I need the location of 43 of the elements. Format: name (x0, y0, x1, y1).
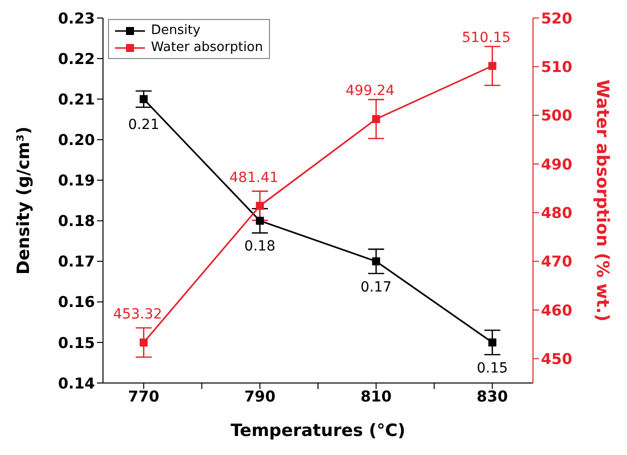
y-tick-label: 0.22 (58, 50, 95, 68)
y2-tick-label: 510 (541, 58, 572, 76)
data-label: 453.32 (113, 306, 162, 323)
y-tick-label: 0.17 (58, 252, 95, 271)
y2-tick-label: 500 (541, 106, 572, 125)
point (256, 216, 264, 225)
point (140, 95, 148, 104)
point (372, 115, 380, 124)
x-tick-label: 770 (128, 388, 160, 406)
point (488, 62, 496, 70)
y2-tick-label: 520 (541, 9, 572, 28)
y2-tick-label: 460 (541, 301, 572, 320)
data-label: 481.41 (229, 170, 278, 186)
point (372, 257, 380, 266)
y2-tick-label: 470 (541, 252, 572, 271)
legend-label: Water absorption (151, 39, 264, 56)
data-label: 0.15 (476, 360, 508, 376)
y-tick-label: 0.14 (58, 374, 95, 392)
y-tick-label: 0.23 (58, 9, 95, 28)
y-tick-label: 0.18 (58, 212, 95, 230)
y2-axis-title: Water absorption (% wt.) (592, 79, 612, 322)
point (140, 338, 148, 347)
data-label: 0.18 (244, 238, 276, 255)
x-tick-label: 810 (360, 388, 392, 406)
y2-tick-label: 450 (541, 350, 572, 368)
x-tick-label: 830 (476, 388, 508, 406)
y-tick-label: 0.16 (58, 293, 95, 312)
point (256, 202, 264, 210)
data-label: 0.21 (128, 117, 160, 134)
x-axis-title: Temperatures (°C) (230, 421, 406, 441)
y-tick-label: 0.21 (58, 90, 95, 108)
y-tick-label: 0.15 (58, 334, 95, 352)
y-axis-title: Density (g/cm³) (14, 126, 34, 274)
x-tick-label: 790 (244, 388, 276, 406)
data-label: 510.15 (462, 30, 511, 46)
y-tick-label: 0.19 (58, 172, 95, 190)
y-tick-label: 0.20 (58, 130, 95, 149)
point (488, 338, 496, 346)
legend-label: Density (151, 22, 200, 39)
y2-tick-label: 480 (541, 204, 572, 222)
data-label: 0.17 (360, 279, 392, 296)
data-label: 499.24 (346, 83, 395, 100)
y2-tick-label: 490 (541, 155, 572, 174)
